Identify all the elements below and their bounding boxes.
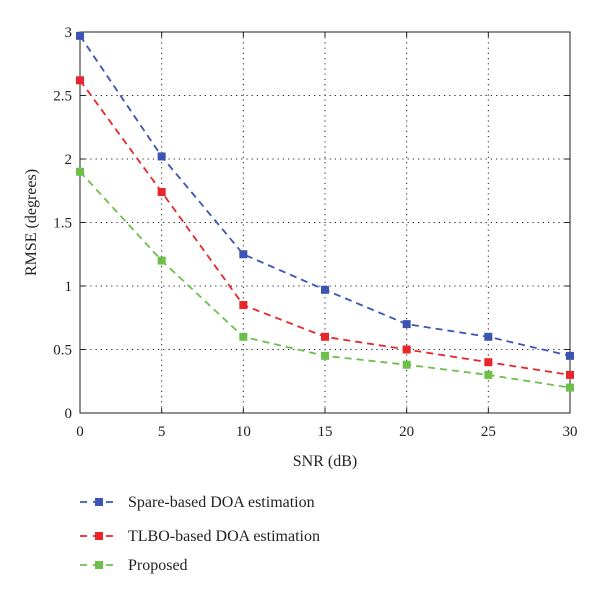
x-axis-label: SNR (dB) bbox=[293, 453, 357, 470]
y-tick-label: 2 bbox=[65, 152, 73, 168]
legend-label: Proposed bbox=[128, 557, 188, 574]
y-axis-label: RMSE (degrees) bbox=[23, 169, 40, 276]
y-tick-label: 0.5 bbox=[53, 343, 72, 359]
data-point-marker bbox=[321, 332, 329, 341]
y-tick-label: 1 bbox=[65, 279, 73, 295]
x-tick-label: 20 bbox=[399, 424, 414, 440]
legend-label: TLBO-based DOA estimation bbox=[128, 528, 320, 545]
data-point-marker bbox=[239, 332, 248, 341]
x-tick-label: 0 bbox=[76, 424, 84, 440]
data-point-marker bbox=[321, 285, 329, 294]
data-point-marker bbox=[321, 351, 329, 360]
y-tick-label: 3 bbox=[65, 25, 73, 41]
data-point-marker bbox=[239, 250, 248, 259]
data-point-marker bbox=[76, 31, 84, 40]
y-tick-label: 0 bbox=[65, 406, 73, 422]
data-point-marker bbox=[566, 351, 574, 360]
data-point-marker bbox=[76, 167, 84, 176]
data-point-marker bbox=[76, 76, 84, 85]
legend-item: TLBO-based DOA estimation bbox=[80, 528, 320, 545]
data-point-marker bbox=[402, 320, 411, 329]
x-tick-label: 30 bbox=[563, 424, 578, 440]
data-point-marker bbox=[566, 370, 574, 379]
data-point-marker bbox=[484, 370, 493, 379]
data-point-marker bbox=[484, 332, 493, 341]
legend-label: Spare-based DOA estimation bbox=[128, 494, 315, 511]
series-1 bbox=[76, 31, 574, 360]
legend-marker-swatch bbox=[95, 532, 103, 540]
data-series bbox=[76, 31, 574, 392]
series-2 bbox=[76, 76, 574, 379]
x-tick-label: 10 bbox=[236, 424, 251, 440]
legend: Spare-based DOA estimation TLBO-based DOA… bbox=[80, 494, 320, 574]
legend-item: Proposed bbox=[80, 557, 188, 574]
data-point-marker bbox=[566, 383, 574, 392]
legend-item: Spare-based DOA estimation bbox=[80, 494, 315, 511]
x-tick-label: 25 bbox=[481, 424, 496, 440]
data-point-marker bbox=[402, 360, 411, 369]
y-tick-label: 1.5 bbox=[53, 216, 72, 232]
data-point-marker bbox=[402, 345, 411, 354]
y-tick-label: 2.5 bbox=[53, 89, 72, 105]
axis-ticks: 0 5 10 15 20 25 30 0 0.5 1 1.5 2 2.5 3 bbox=[53, 25, 577, 440]
legend-marker-swatch bbox=[95, 561, 103, 569]
series-3 bbox=[76, 167, 574, 392]
data-point-marker bbox=[157, 152, 166, 161]
data-point-marker bbox=[157, 256, 166, 265]
legend-marker-swatch bbox=[95, 498, 103, 506]
series-line bbox=[79, 79, 571, 376]
data-point-marker bbox=[239, 301, 248, 310]
data-point-marker bbox=[484, 358, 493, 367]
x-tick-label: 5 bbox=[158, 424, 166, 440]
x-tick-label: 15 bbox=[318, 424, 333, 440]
data-point-marker bbox=[157, 188, 166, 197]
